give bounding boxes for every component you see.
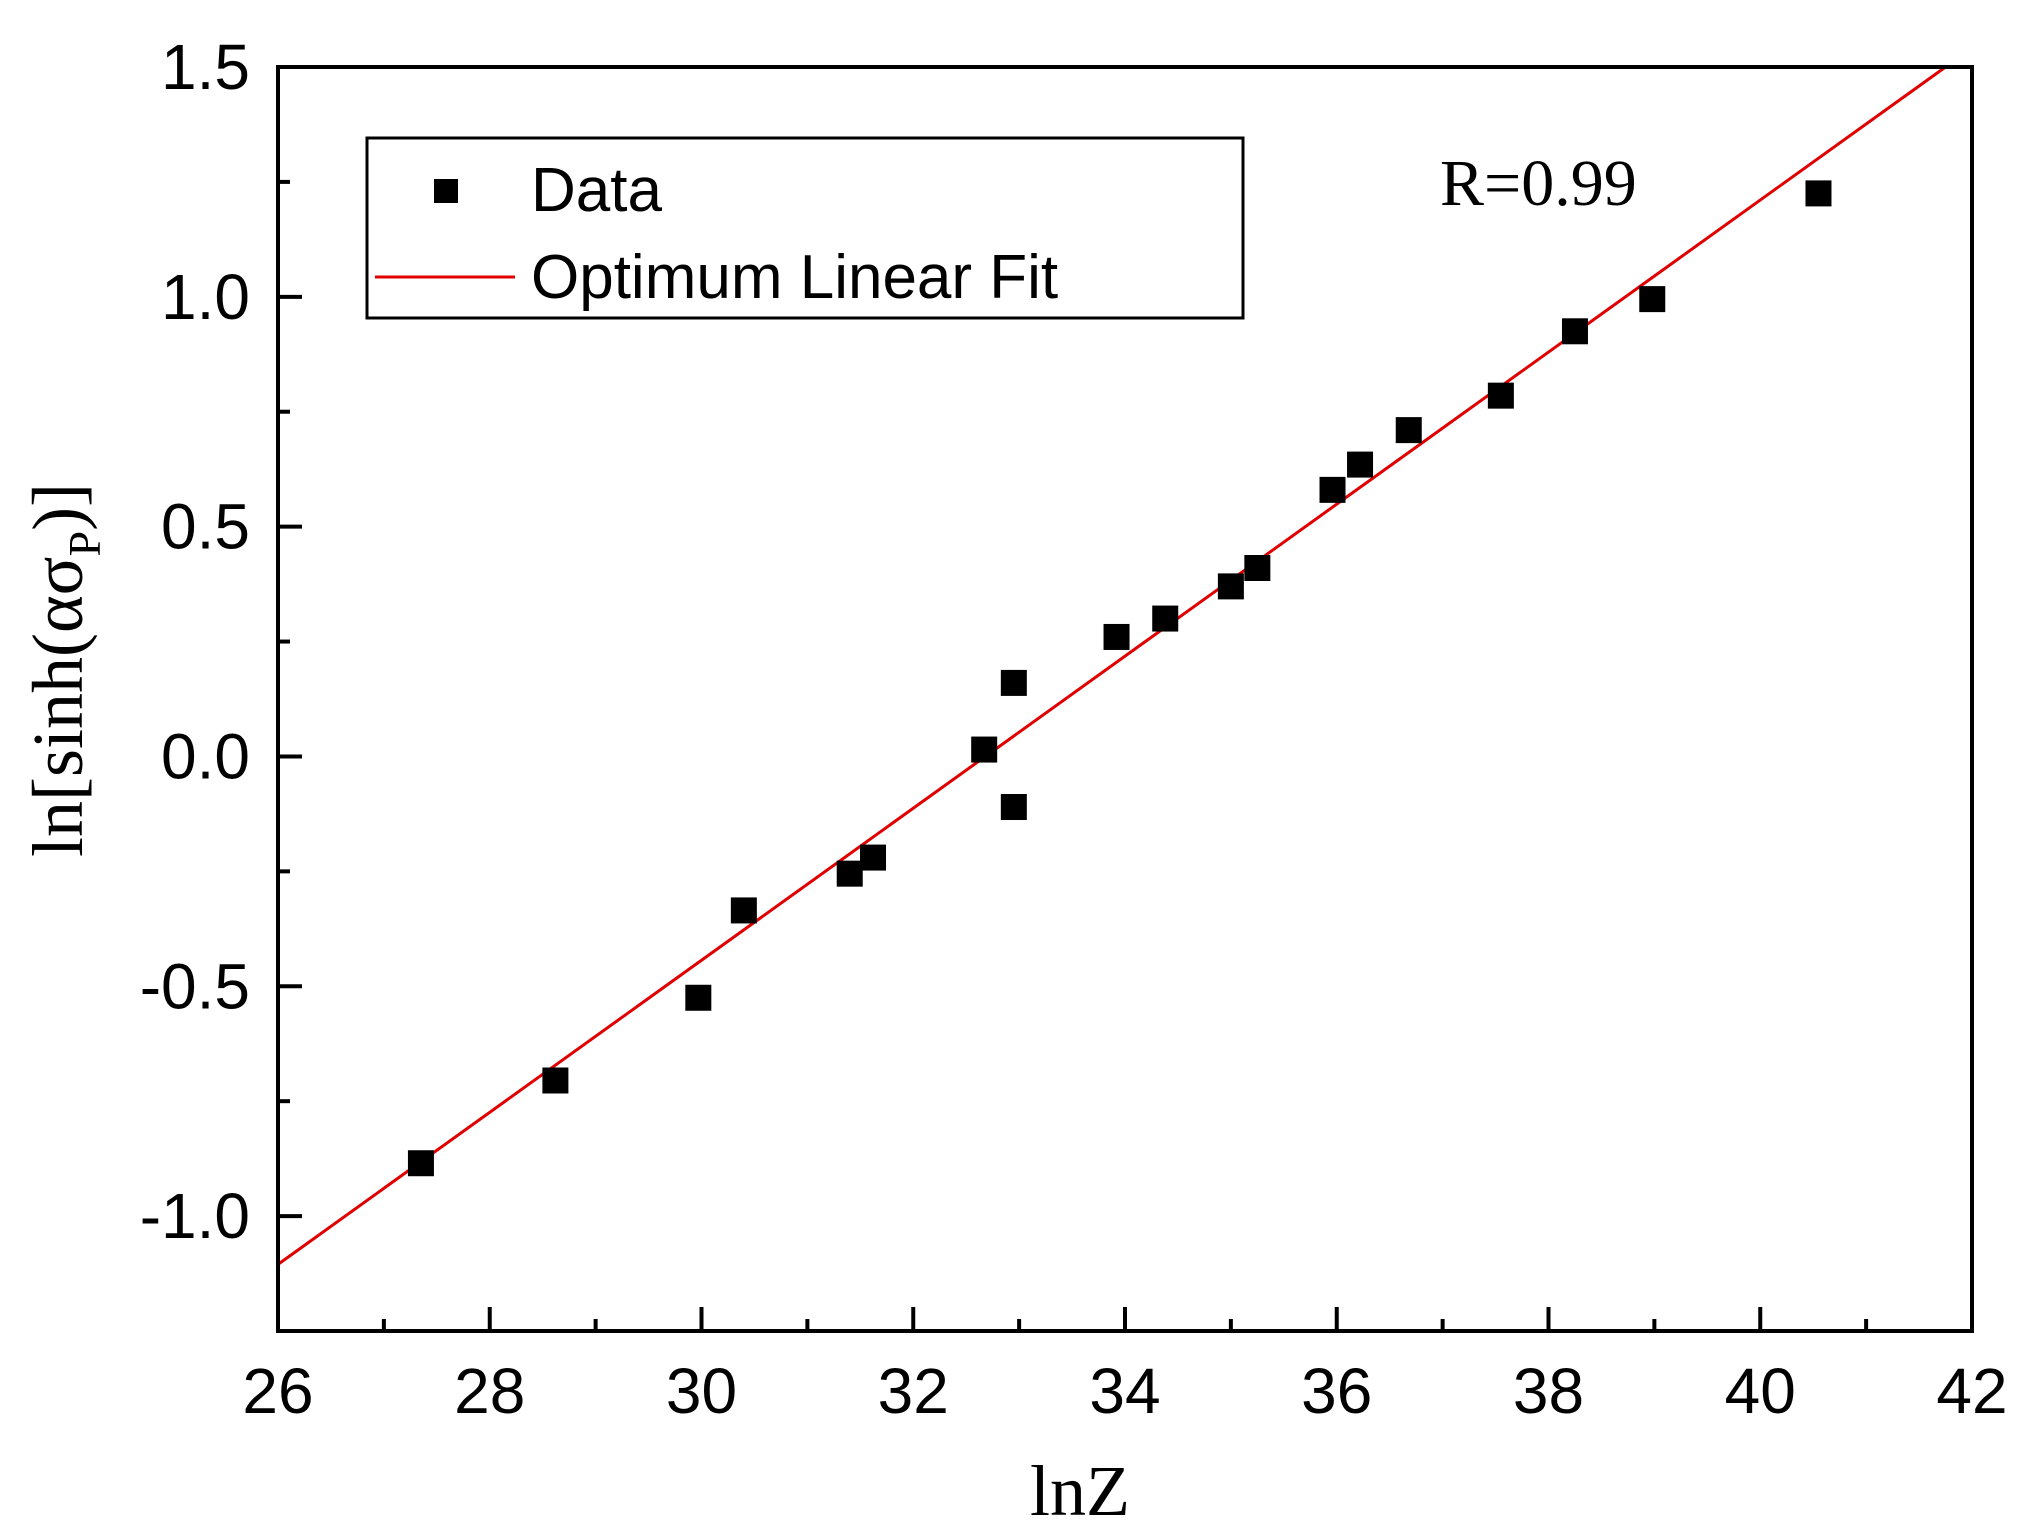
y-tick-label: -0.5	[140, 950, 250, 1022]
data-point	[685, 984, 712, 1011]
legend-box	[365, 136, 1245, 320]
y-tick-label: 0.0	[161, 720, 250, 792]
fit-line	[277, 65, 1947, 1266]
data-point	[1244, 555, 1271, 582]
plot-area	[277, 65, 1947, 1266]
data-point	[1000, 669, 1027, 696]
y-axis-title-subscript: P	[59, 531, 110, 557]
legend: Data Optimum Linear Fit	[365, 136, 1245, 320]
r-value-annotation: R=0.99	[1440, 147, 1637, 220]
data-point	[1217, 573, 1244, 600]
x-tick-label: 42	[1936, 1355, 2007, 1427]
data-point	[1395, 417, 1422, 444]
x-tick-label: 38	[1513, 1355, 1584, 1427]
y-axis-title-main: ln[sinh(ασ	[18, 557, 98, 858]
x-tick-label: 34	[1089, 1355, 1160, 1427]
y-tick-label: 0.5	[161, 491, 250, 563]
data-point	[860, 844, 887, 871]
data-point	[542, 1067, 569, 1094]
data-point	[1487, 382, 1514, 409]
data-point	[730, 897, 757, 924]
data-point	[1152, 605, 1179, 632]
data-point	[1319, 476, 1346, 503]
legend-label-fit: Optimum Linear Fit	[531, 243, 1058, 312]
y-tick-label: 1.0	[161, 261, 250, 333]
data-point	[1805, 180, 1832, 207]
legend-marker-data	[434, 179, 458, 203]
data-point	[1000, 794, 1027, 821]
x-tick-label: 40	[1725, 1355, 1796, 1427]
data-point	[407, 1150, 434, 1177]
data-point	[1347, 451, 1374, 478]
y-axis-title-close: )]	[18, 483, 98, 531]
data-point	[836, 860, 863, 887]
x-tick-label: 32	[878, 1355, 949, 1427]
x-tick-label: 36	[1301, 1355, 1372, 1427]
x-tick-label: 30	[666, 1355, 737, 1427]
y-tick-label: 1.5	[161, 31, 250, 103]
x-tick-label: 26	[242, 1355, 313, 1427]
svg-text:ln[sinh(ασP)]: ln[sinh(ασP)]	[18, 483, 110, 857]
data-point	[1639, 286, 1666, 313]
data-point	[971, 736, 998, 763]
x-axis-title: lnZ	[1030, 1451, 1130, 1531]
legend-label-data: Data	[531, 156, 662, 225]
axes: 26 28 30 32 34 36 38 40 42 -1.0 -0.5 0.0 0.5 1.0 1.5	[140, 31, 2008, 1427]
data-point	[1561, 318, 1588, 345]
y-axis-title: ln[sinh(ασP)]	[18, 483, 110, 857]
x-tick-label: 28	[454, 1355, 525, 1427]
y-tick-label: -1.0	[140, 1180, 250, 1252]
data-point	[1103, 623, 1130, 650]
